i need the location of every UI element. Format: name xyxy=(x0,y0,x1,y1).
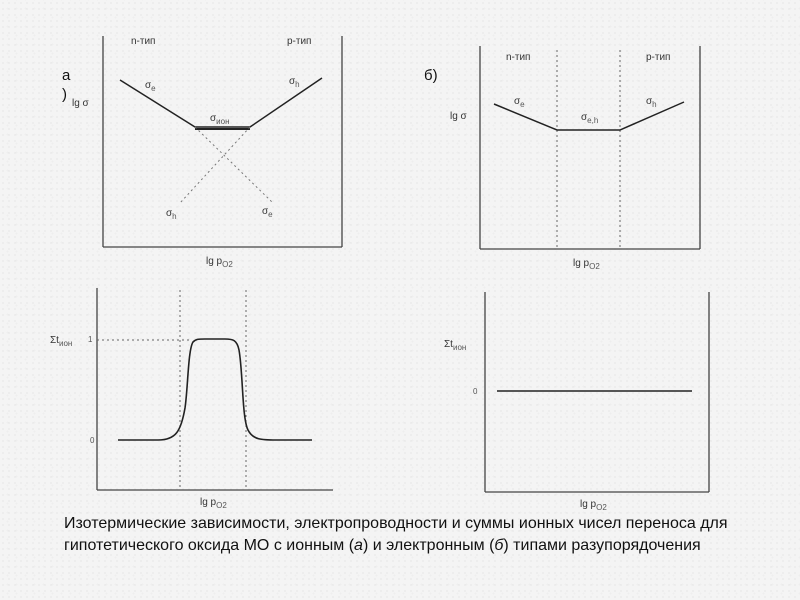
panel-a-sigma-h-lower: σh xyxy=(166,208,177,221)
panel-b-conductivity-curve xyxy=(493,101,685,131)
panel-a-top-y-label: lg σ xyxy=(72,98,90,109)
panel-a-top-x-label: lg pO2 xyxy=(206,256,233,269)
figure-caption: Изотермические зависимости, электропрово… xyxy=(64,515,728,554)
panel-a-label-paren: ) xyxy=(62,86,67,103)
panel-a-region-p: p-тип xyxy=(287,36,311,47)
panel-a-tick-zero: 0 xyxy=(90,436,95,445)
panel-b-sigma-e: σe xyxy=(514,96,525,109)
panel-b-bottom-plot: Σtион 0 lg pO2 xyxy=(444,292,710,512)
panel-b-sigma-h: σh xyxy=(646,96,657,109)
panel-a-bottom-x-label: lg pO2 xyxy=(200,497,227,510)
panel-a-sigma-e-lower: σe xyxy=(262,206,273,219)
panel-b-bottom-x-label: lg pO2 xyxy=(580,499,607,512)
panel-b-top-plot: б) lg σ n-тип p-тип σe σh σe,h lg pO2 xyxy=(424,46,701,271)
panel-a-sigma-h: σh xyxy=(289,76,300,89)
panel-a-label: а xyxy=(62,67,71,84)
panel-b-region-p: p-тип xyxy=(646,52,670,63)
panel-a-tick-one: 1 xyxy=(88,335,93,344)
panel-b-sigma-eh: σe,h xyxy=(581,112,598,125)
panel-a-conductivity-curve xyxy=(119,77,323,128)
panel-b-tick-zero: 0 xyxy=(473,387,478,396)
panel-a-ionic-transference-curve xyxy=(118,338,312,441)
panel-a-sigma-e: σe xyxy=(145,80,156,93)
panel-b-top-y-label: lg σ xyxy=(450,111,468,122)
panel-a-sigma-ion: σион xyxy=(210,113,230,126)
panel-a-bottom-y-label: Σtион xyxy=(50,335,72,348)
panel-b-bottom-y-label: Σtион xyxy=(444,339,466,352)
panel-b-label: б) xyxy=(424,67,438,84)
panel-b-top-x-label: lg pO2 xyxy=(573,258,600,271)
panel-a-bottom-plot: Σtион 1 0 lg pO2 xyxy=(50,288,333,510)
panel-a-electron-extrapolation xyxy=(194,126,274,204)
panel-a-top-plot: а ) lg σ n-тип p-тип σe σh σион σh σe lg… xyxy=(62,36,343,269)
panel-b-region-n: n-тип xyxy=(506,52,530,63)
panel-a-hole-extrapolation xyxy=(179,126,251,204)
panel-a-region-n: n-тип xyxy=(131,36,155,47)
